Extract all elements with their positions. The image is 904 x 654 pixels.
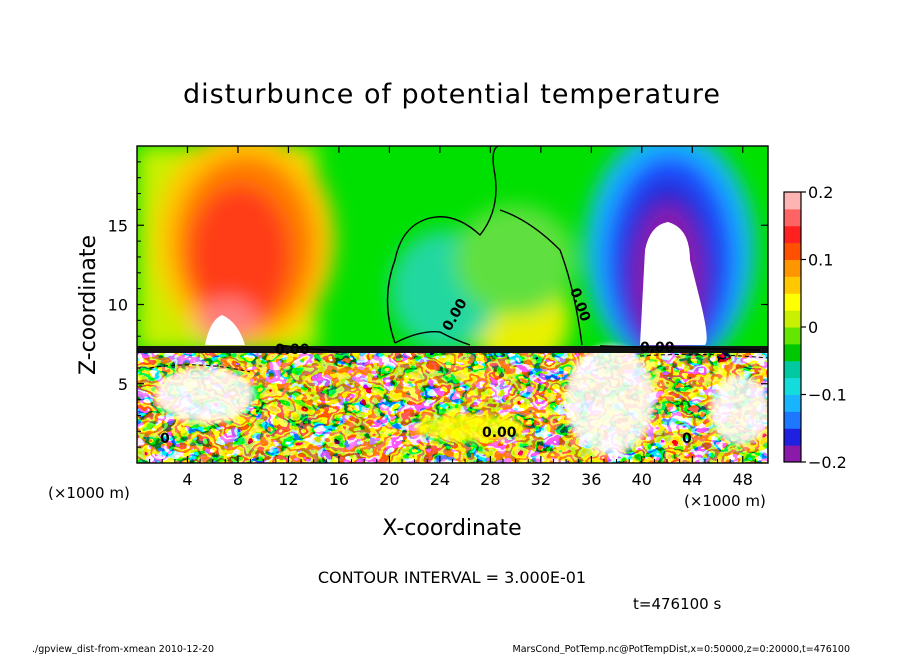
colorbar-swatch (784, 428, 801, 446)
colorbar-tick-label: 0.2 (808, 183, 833, 202)
contour-interval: CONTOUR INTERVAL = 3.000E-01 (318, 568, 586, 587)
contour-label: 0.00 (275, 342, 310, 358)
x-tick-label: 32 (531, 470, 551, 489)
contour-label: 0 (682, 431, 692, 447)
colorbar-swatch (784, 377, 801, 395)
contour-lines (277, 146, 761, 353)
x-tick-label: 44 (682, 470, 702, 489)
colorbar-tick-label: −0.2 (808, 453, 847, 472)
x-tick-label: 20 (379, 470, 399, 489)
colorbar-swatch (784, 208, 801, 227)
x-tick-label: 12 (278, 470, 298, 489)
colorbar-swatch (784, 394, 801, 412)
colorbar-swatch (784, 259, 801, 277)
heatmap-field (137, 146, 768, 463)
y-axis: 5 10 15 (108, 161, 768, 448)
x-tick-label: 40 (632, 470, 652, 489)
x-axis-label: X-coordinate (382, 516, 521, 541)
y-tick-label: 5 (118, 375, 128, 394)
x-axis: 4 8 12 16 20 24 28 32 36 40 44 48 (149, 146, 756, 489)
y-tick-label: 15 (108, 216, 128, 235)
footer-left: ./gpview_dist-from-xmean 2010-12-20 (32, 644, 214, 654)
y-axis-label: Z-coordinate (76, 235, 101, 375)
colorbar-swatch (784, 225, 801, 244)
time-label: t=476100 s (633, 595, 721, 613)
x-tick-label: 48 (733, 470, 753, 489)
colorbar-swatch (784, 276, 801, 294)
colorbar: 0.2 0.1 0 −0.1 −0.2 (783, 183, 847, 472)
x-tick-label: 24 (430, 470, 450, 489)
colorbar-tick-label: 0.1 (808, 251, 833, 270)
colorbar-swatch (784, 445, 801, 463)
colorbar-swatch (784, 192, 801, 210)
x-tick-label: 4 (182, 470, 192, 489)
colorbar-swatch (784, 242, 801, 260)
colorbar-swatch (784, 310, 801, 328)
chart-title: disturbunce of potential temperature (183, 79, 721, 110)
contour-label: 0.00 (640, 340, 675, 356)
colorbar-swatch (784, 293, 801, 311)
y-tick-label: 10 (108, 296, 128, 315)
footer-right: MarsCond_PotTemp.nc@PotTempDist,x=0:5000… (513, 644, 850, 654)
contour-label: 0 (160, 431, 170, 447)
x-tick-label: 16 (329, 470, 349, 489)
colorbar-tick-label: −0.1 (808, 386, 847, 405)
x-tick-label: 36 (581, 470, 601, 489)
x-unit-label-left: (×1000 m) (48, 484, 130, 502)
colorbar-tick-label: 0 (808, 318, 818, 337)
x-tick-label: 28 (480, 470, 500, 489)
contour-label: 0.00 (482, 425, 517, 441)
colorbar-swatch (784, 411, 801, 429)
x-unit-label-right: (×1000 m) (684, 492, 766, 510)
colorbar-swatch (784, 360, 801, 379)
x-tick-label: 8 (233, 470, 243, 489)
colorbar-swatch (784, 343, 801, 362)
colorbar-swatch (784, 327, 801, 345)
